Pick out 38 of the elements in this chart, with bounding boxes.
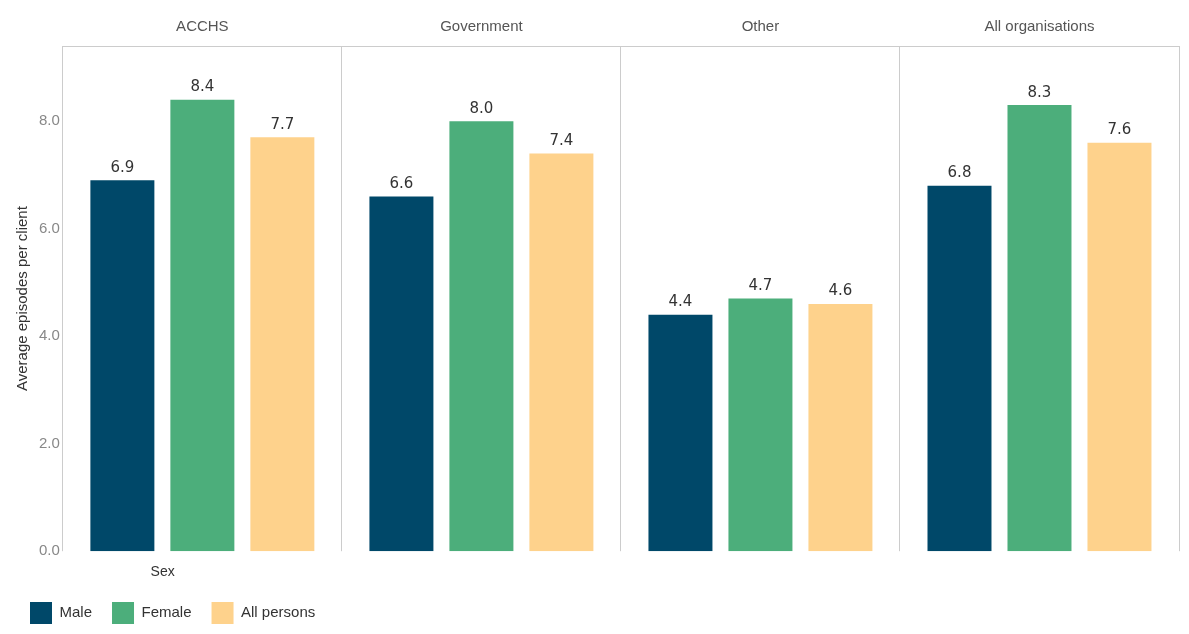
- bar: [170, 99, 235, 552]
- data-label: 8.3: [1027, 82, 1052, 101]
- x-tick-label: All organisations: [984, 17, 1095, 35]
- bar: [1087, 142, 1152, 552]
- data-label: 7.6: [1107, 120, 1132, 139]
- bar: [808, 303, 873, 552]
- legend-label: Female: [141, 603, 192, 621]
- bar: [927, 185, 992, 552]
- legend-title: Sex: [150, 563, 175, 580]
- data-label: 6.8: [947, 163, 972, 182]
- data-label: 4.6: [828, 281, 853, 300]
- data-label: 7.7: [270, 114, 295, 133]
- data-label: 8.0: [469, 98, 494, 117]
- data-label: 6.9: [110, 157, 135, 176]
- bar: [369, 196, 434, 552]
- data-label: 8.4: [190, 77, 215, 96]
- y-tick-label: 0.0: [38, 541, 60, 559]
- y-tick-label: 4.0: [38, 326, 60, 344]
- y-tick-label: 2.0: [38, 433, 60, 451]
- data-label: 4.4: [668, 292, 693, 311]
- y-tick-label: 8.0: [38, 111, 60, 129]
- legend-label: All persons: [241, 603, 316, 621]
- y-tick-label: 6.0: [38, 218, 60, 236]
- data-label: 7.4: [549, 130, 574, 149]
- bar: [90, 180, 155, 552]
- y-axis-title: Average episodes per client: [13, 205, 31, 392]
- bar: [250, 137, 315, 552]
- x-tick-label: Government: [440, 17, 524, 35]
- data-label: 4.7: [748, 275, 773, 294]
- bar: [529, 153, 594, 552]
- legend-label: Male: [59, 603, 93, 621]
- x-tick-label: ACCHS: [176, 17, 229, 35]
- bar: [648, 314, 713, 552]
- bar: [449, 121, 514, 552]
- bar: [1007, 105, 1072, 552]
- bar: [728, 298, 793, 552]
- data-label: 6.6: [389, 173, 414, 192]
- x-tick-label: Other: [741, 17, 780, 35]
